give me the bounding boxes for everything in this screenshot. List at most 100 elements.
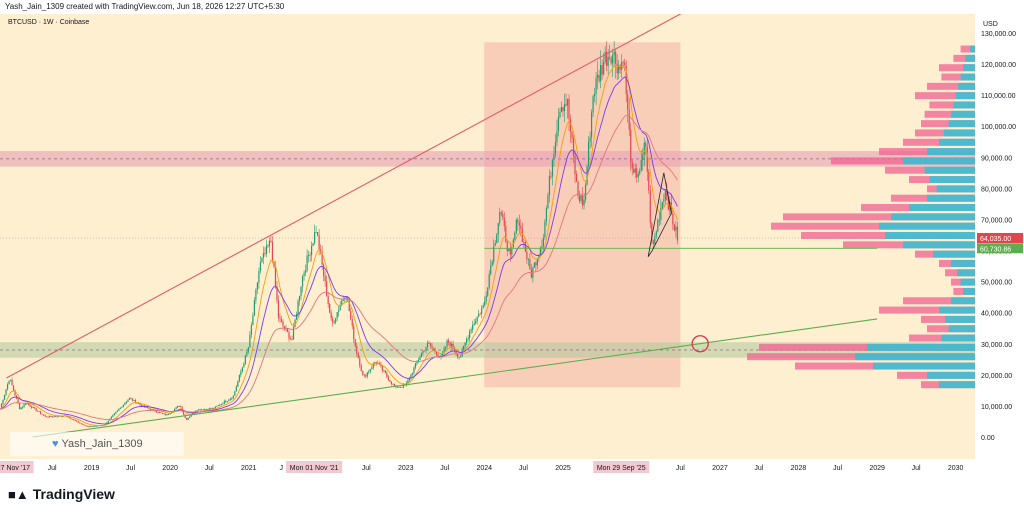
volume-bar-pink bbox=[927, 82, 975, 90]
candle-body bbox=[18, 403, 21, 410]
price-chart[interactable]: 130,000.00 120,000.00 110,000.00 100,000.00… bbox=[0, 14, 1024, 480]
candle-body bbox=[106, 422, 108, 424]
candle-body bbox=[673, 224, 675, 231]
price-tick-label: 30,000.00 bbox=[981, 342, 1012, 349]
candle-body bbox=[542, 237, 545, 247]
price-tick-label: 70,000.00 bbox=[981, 217, 1012, 224]
candle-body bbox=[630, 129, 632, 163]
candle-body bbox=[148, 408, 150, 409]
candle-body bbox=[502, 214, 504, 218]
candle-body bbox=[655, 231, 657, 237]
candle-body bbox=[6, 384, 9, 390]
candle-body bbox=[550, 176, 552, 178]
volume-bar-cyan bbox=[953, 101, 975, 109]
candle-body bbox=[34, 407, 36, 409]
candle-body bbox=[353, 325, 355, 340]
candle-body bbox=[113, 413, 116, 416]
candle-body bbox=[127, 399, 129, 402]
candle-body bbox=[375, 362, 377, 364]
candle-body bbox=[208, 408, 210, 410]
candle-body bbox=[211, 408, 213, 409]
candle-body bbox=[261, 257, 263, 263]
candle-body bbox=[0, 403, 3, 410]
volume-bar-pink bbox=[921, 120, 975, 128]
candle-body bbox=[544, 221, 546, 238]
candle-body bbox=[636, 168, 638, 178]
candle-body bbox=[613, 51, 615, 56]
candle-body bbox=[140, 404, 143, 407]
volume-bar-cyan bbox=[939, 381, 975, 389]
candle-body bbox=[118, 408, 120, 411]
candle-body bbox=[294, 319, 296, 327]
time-tick-label: Jul bbox=[676, 465, 685, 472]
heart-icon: ♥ bbox=[52, 438, 59, 450]
volume-bar-cyan bbox=[951, 110, 975, 118]
candle-body bbox=[31, 406, 33, 408]
candle-body bbox=[304, 270, 307, 273]
volume-bar-cyan bbox=[963, 287, 975, 295]
candle-body bbox=[440, 355, 442, 357]
candle-body bbox=[67, 416, 69, 418]
candle-body bbox=[175, 407, 177, 409]
candle-body bbox=[256, 282, 259, 290]
candle-body bbox=[267, 245, 269, 247]
candle-body bbox=[416, 361, 418, 364]
candle-body bbox=[529, 259, 531, 270]
ema-mid-line bbox=[0, 76, 678, 425]
candle-body bbox=[423, 350, 426, 352]
candle-body bbox=[393, 384, 395, 387]
candle-body bbox=[365, 375, 367, 377]
candle-body bbox=[38, 411, 40, 413]
candle-body bbox=[491, 261, 493, 266]
candle-body bbox=[142, 405, 144, 407]
candle-body bbox=[5, 389, 7, 395]
candle-body bbox=[95, 425, 97, 427]
price-label-box bbox=[977, 243, 1023, 254]
candle-body bbox=[645, 142, 647, 147]
volume-bar-pink bbox=[924, 110, 975, 118]
candle-body bbox=[615, 51, 617, 64]
candle-body bbox=[155, 411, 158, 413]
candle-body bbox=[330, 312, 332, 319]
candle-body bbox=[158, 412, 161, 414]
candle-body bbox=[335, 318, 337, 323]
candle-body bbox=[190, 414, 192, 417]
time-tick-label: 2027 bbox=[712, 465, 728, 472]
candle-body bbox=[381, 365, 383, 371]
candle-body bbox=[499, 212, 501, 223]
candle-body bbox=[651, 223, 653, 241]
volume-bar-cyan bbox=[903, 241, 975, 249]
candle-body bbox=[657, 219, 659, 232]
candle-body bbox=[167, 414, 170, 415]
candle-body bbox=[426, 342, 429, 348]
candle-body bbox=[83, 424, 85, 426]
candle-body bbox=[612, 55, 614, 64]
candle-body bbox=[368, 371, 370, 373]
volume-bar-pink bbox=[929, 101, 975, 109]
candle-body bbox=[580, 195, 582, 202]
candle-body bbox=[490, 265, 492, 275]
candle-body bbox=[639, 170, 641, 175]
candle-body bbox=[523, 241, 525, 243]
candle-body bbox=[3, 394, 6, 401]
candle-body bbox=[341, 300, 343, 306]
volume-bar-cyan bbox=[855, 353, 975, 361]
candle-body bbox=[241, 367, 243, 372]
candle-body bbox=[422, 350, 424, 353]
tradingview-brand[interactable]: ■▲ TradingView bbox=[8, 486, 115, 502]
candle-body bbox=[157, 412, 159, 414]
candle-body bbox=[216, 405, 218, 407]
candle-body bbox=[29, 404, 31, 407]
candle-body bbox=[342, 298, 344, 301]
candle-body bbox=[252, 315, 254, 326]
candle-body bbox=[610, 58, 612, 64]
candle-body bbox=[463, 346, 465, 350]
candle-body bbox=[569, 119, 572, 132]
candle-body bbox=[71, 418, 73, 420]
author-name: Yash_Jain_1309 bbox=[61, 438, 143, 450]
candle-body bbox=[258, 270, 260, 283]
candle-body bbox=[557, 117, 560, 132]
volume-bar-cyan bbox=[941, 334, 975, 342]
time-tick-label: Jul bbox=[362, 465, 371, 472]
candle-body bbox=[332, 318, 334, 323]
